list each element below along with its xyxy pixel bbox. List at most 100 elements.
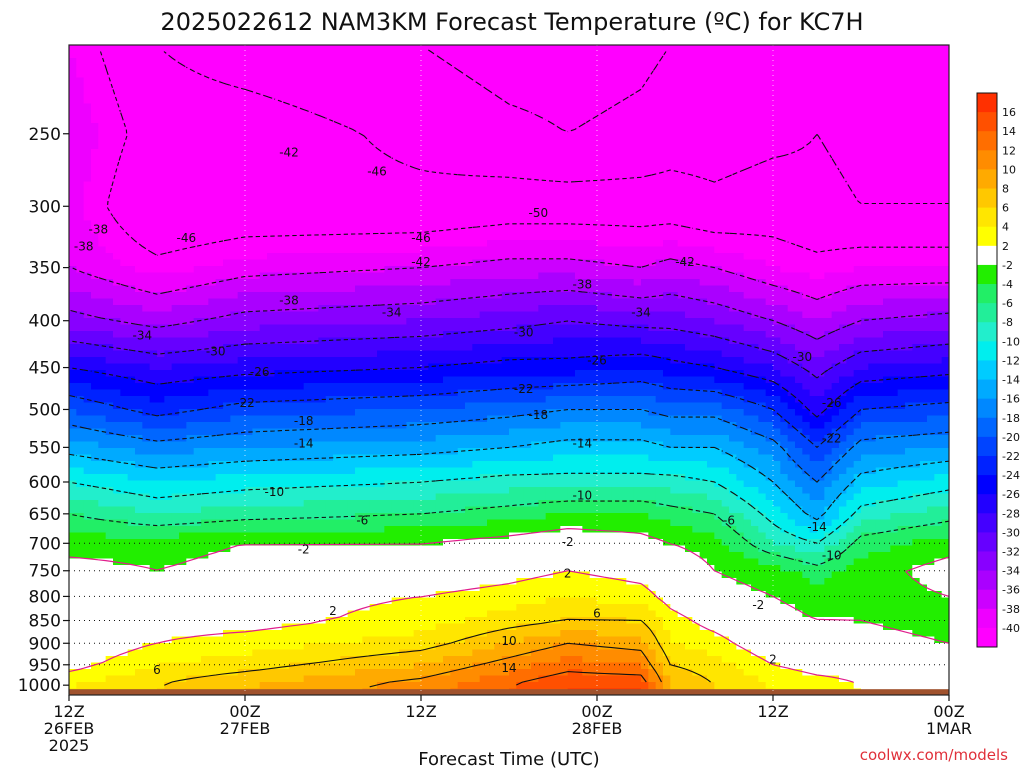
temperature-cell [707, 51, 715, 59]
temperature-cell [567, 45, 576, 53]
temperature-cell [289, 259, 297, 267]
temperature-cell [142, 162, 151, 170]
temperature-cell [846, 155, 855, 163]
temperature-cell [186, 259, 195, 267]
temperature-cell [692, 45, 701, 53]
temperature-cell [685, 175, 693, 183]
temperature-cell [289, 285, 297, 293]
temperature-cell [413, 110, 422, 118]
temperature-cell [428, 116, 437, 124]
temperature-cell [333, 129, 341, 137]
temperature-cell [663, 45, 671, 53]
temperature-cell [897, 58, 906, 66]
temperature-cell [523, 272, 532, 280]
temperature-cell [795, 51, 803, 59]
temperature-cell [516, 233, 525, 241]
temperature-cell [919, 279, 928, 287]
temperature-cell [83, 123, 92, 131]
temperature-cell [589, 188, 598, 196]
temperature-cell [289, 240, 297, 248]
temperature-cell [223, 285, 231, 293]
temperature-cell [472, 305, 481, 313]
temperature-cell [648, 110, 657, 118]
temperature-cell [355, 90, 363, 98]
temperature-cell [171, 253, 180, 261]
temperature-cell [494, 77, 503, 85]
temperature-cell [516, 110, 525, 118]
temperature-cell [883, 136, 891, 144]
temperature-cell [509, 279, 517, 287]
temperature-cell [487, 175, 495, 183]
temperature-cell [795, 253, 803, 261]
temperature-cell [604, 51, 613, 59]
temperature-cell [201, 233, 209, 241]
temperature-cell [289, 142, 297, 150]
temperature-cell [347, 45, 356, 53]
temperature-cell [245, 168, 253, 176]
temperature-cell [91, 77, 99, 85]
temperature-cell [670, 51, 679, 59]
temperature-cell [274, 142, 283, 150]
temperature-cell [391, 58, 400, 66]
temperature-cell [421, 175, 429, 183]
temperature-cell [531, 58, 539, 66]
temperature-cell [941, 246, 949, 254]
temperature-cell [545, 227, 554, 235]
temperature-cell [729, 246, 737, 254]
temperature-cell [912, 155, 921, 163]
temperature-cell [655, 123, 664, 131]
temperature-cell [934, 77, 943, 85]
temperature-cell [113, 71, 121, 79]
temperature-cell [611, 97, 620, 105]
temperature-cell [83, 97, 92, 105]
temperature-cell [560, 227, 569, 235]
temperature-cell [465, 155, 473, 163]
temperature-cell [333, 45, 341, 53]
temperature-cell [76, 168, 85, 176]
temperature-cell [413, 149, 422, 157]
temperature-cell [230, 181, 239, 189]
temperature-cell [597, 136, 605, 144]
temperature-cell [274, 240, 283, 248]
temperature-cell [934, 188, 943, 196]
temperature-cell [663, 305, 671, 313]
temperature-cell [186, 207, 195, 215]
temperature-cell [259, 240, 268, 248]
temperature-cell [780, 207, 789, 215]
temperature-cell [230, 149, 239, 157]
temperature-cell [208, 155, 217, 163]
temperature-cell [758, 136, 767, 144]
temperature-cell [699, 292, 708, 300]
temperature-cell [802, 149, 811, 157]
temperature-cell [758, 162, 767, 170]
temperature-cell [787, 110, 796, 118]
temperature-cell [157, 233, 165, 241]
temperature-cell [883, 214, 891, 222]
temperature-cell [707, 103, 715, 111]
temperature-cell [267, 272, 275, 280]
temperature-cell [523, 129, 532, 137]
temperature-cell [633, 305, 642, 313]
temperature-cell [149, 201, 158, 209]
temperature-cell [208, 168, 217, 176]
temperature-cell [743, 45, 752, 53]
temperature-cell [179, 259, 187, 267]
temperature-cell [707, 45, 715, 53]
temperature-cell [311, 246, 319, 254]
temperature-cell [509, 97, 517, 105]
temperature-cell [531, 116, 539, 124]
temperature-cell [831, 285, 840, 293]
temperature-cell [289, 188, 297, 196]
temperature-cell [303, 240, 312, 248]
temperature-cell [905, 207, 913, 215]
temperature-cell [655, 285, 664, 293]
temperature-cell [377, 220, 385, 228]
temperature-cell [582, 227, 591, 235]
temperature-cell [883, 194, 891, 202]
temperature-cell [399, 136, 407, 144]
temperature-cell [98, 311, 107, 319]
temperature-cell [626, 233, 635, 241]
temperature-cell [135, 103, 143, 111]
temperature-cell [824, 103, 833, 111]
temperature-cell [201, 259, 209, 267]
